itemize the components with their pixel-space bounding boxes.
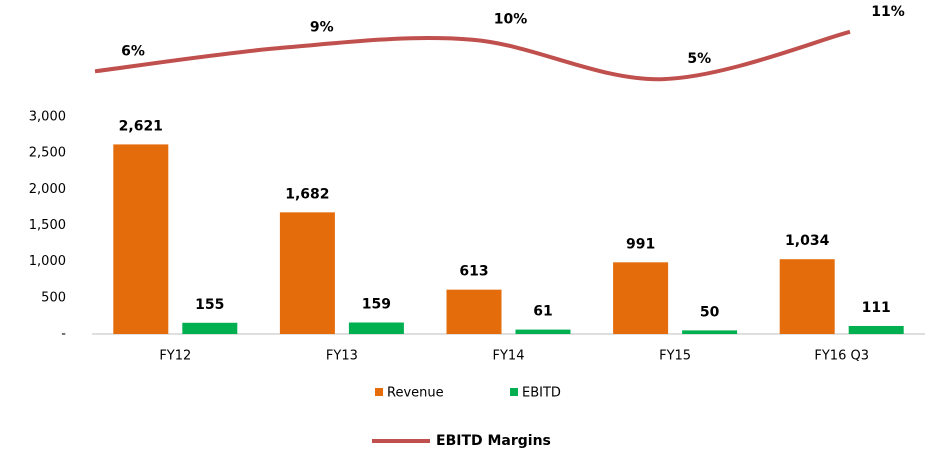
bar xyxy=(348,322,404,334)
data-label: 5% xyxy=(687,51,711,67)
y-tick-label: 3,000 xyxy=(29,110,66,125)
legend-label: Revenue xyxy=(387,386,444,401)
bar xyxy=(182,322,238,334)
x-tick-label: FY13 xyxy=(326,349,358,364)
legend-label: EBITD xyxy=(522,386,561,401)
data-label: 61 xyxy=(533,304,552,320)
data-label: 11% xyxy=(871,4,905,20)
legend-swatch xyxy=(510,388,518,396)
data-label: 155 xyxy=(195,297,224,313)
data-label: 159 xyxy=(362,296,391,312)
x-tick-label: FY16 Q3 xyxy=(814,349,869,364)
data-label: 9% xyxy=(310,20,334,36)
data-label: 613 xyxy=(459,264,488,280)
data-label: 111 xyxy=(862,300,891,316)
y-tick-label: 2,000 xyxy=(29,182,66,197)
bar xyxy=(446,289,502,334)
bar xyxy=(848,325,904,334)
bar xyxy=(515,329,571,334)
data-label: 50 xyxy=(700,304,720,320)
data-label: 1,034 xyxy=(785,233,830,249)
data-label: 991 xyxy=(626,236,655,252)
bar xyxy=(613,262,669,334)
legend-swatch xyxy=(375,388,383,396)
y-tick-label: 1,000 xyxy=(29,254,66,269)
x-tick-label: FY15 xyxy=(659,349,691,364)
data-label: 1,682 xyxy=(285,186,329,202)
x-tick-label: FY12 xyxy=(159,349,191,364)
data-label: 6% xyxy=(121,43,145,59)
y-tick-label: - xyxy=(61,327,66,342)
data-label: 2,621 xyxy=(119,118,163,134)
legend-label: EBITD Margins xyxy=(436,433,551,449)
line xyxy=(94,29,851,82)
y-tick-label: 1,500 xyxy=(29,218,66,233)
bar xyxy=(279,212,335,334)
y-tick-label: 500 xyxy=(41,290,66,305)
x-tick-label: FY14 xyxy=(493,349,525,364)
data-label: 10% xyxy=(494,12,528,28)
y-tick-label: 2,500 xyxy=(29,146,66,161)
bar xyxy=(779,259,835,334)
bar xyxy=(113,144,169,334)
bar xyxy=(682,330,738,334)
